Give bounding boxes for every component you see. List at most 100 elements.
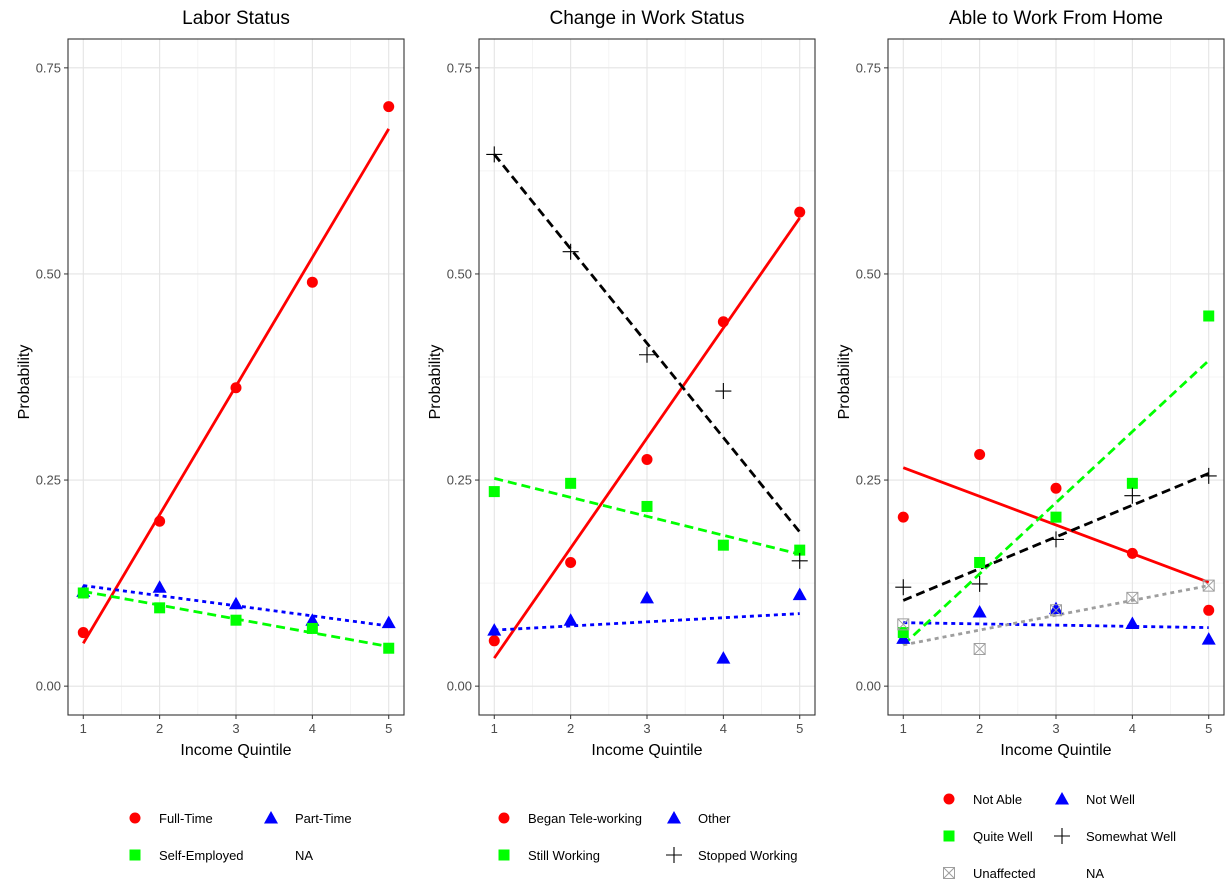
x-tick-label: 2 xyxy=(567,721,574,736)
point-not-able xyxy=(974,448,986,460)
chart-title: Change in Work Status xyxy=(549,8,744,29)
legend-item: Not Able xyxy=(943,792,1022,807)
point-self-employed xyxy=(154,602,166,614)
fit-line-unaffected xyxy=(903,584,1209,647)
point-unaffected xyxy=(1126,591,1139,604)
point-stopped-working xyxy=(715,383,732,400)
point-stopped-working xyxy=(639,346,655,363)
legend-label: NA xyxy=(295,848,313,863)
point-part-time xyxy=(229,596,243,610)
y-tick-label: 0.75 xyxy=(856,60,881,75)
point-somewhat-well xyxy=(971,575,988,592)
x-tick-label: 3 xyxy=(643,721,650,736)
point-not-well xyxy=(1125,616,1140,629)
y-tick-label: 0.50 xyxy=(36,266,61,281)
point-stopped-working xyxy=(562,243,579,260)
legend-key xyxy=(666,847,682,863)
point-began-tele-working xyxy=(794,206,806,218)
point-not-able xyxy=(1203,604,1215,616)
point-somewhat-well xyxy=(1200,467,1217,484)
legend-item: NA xyxy=(1086,866,1104,881)
x-tick-label: 4 xyxy=(720,721,727,736)
point-still-working xyxy=(717,539,729,551)
legend-label: NA xyxy=(1086,866,1104,881)
legend-key xyxy=(498,849,510,861)
point-not-well xyxy=(1049,601,1063,615)
legend-item: Full-Time xyxy=(129,811,213,826)
fit-line-stopped-working xyxy=(493,153,801,533)
point-somewhat-well xyxy=(1048,531,1064,548)
x-tick-label: 3 xyxy=(232,721,239,736)
x-tick-label: 5 xyxy=(385,721,392,736)
point-full-time xyxy=(230,382,242,394)
legend-label: Somewhat Well xyxy=(1086,829,1176,844)
grid xyxy=(68,39,404,715)
point-other xyxy=(792,587,807,601)
legend: Began Tele-working Other Still Working Stop… xyxy=(498,811,798,863)
point-other xyxy=(487,623,502,636)
point-self-employed xyxy=(383,642,395,654)
legend-item: Stopped Working xyxy=(666,847,798,863)
legend-key xyxy=(264,811,278,824)
legend-item: Not Well xyxy=(1055,792,1135,807)
panel-2: Change in Work Status 0.00 0.25 0.50 0.75 1 2 3… xyxy=(427,8,816,863)
legend-key xyxy=(1055,792,1069,805)
point-not-able xyxy=(1050,482,1062,494)
legend-item: Part-Time xyxy=(264,811,352,826)
point-other xyxy=(716,651,731,664)
y-tick-label: 0.50 xyxy=(856,266,881,281)
legend-item: Began Tele-working xyxy=(498,811,642,826)
legend-item: NA xyxy=(295,848,313,863)
chart-title: Labor Status xyxy=(182,8,290,29)
x-tick-label: 2 xyxy=(976,721,983,736)
fit-line-not-able xyxy=(902,466,1210,584)
x-tick-label: 5 xyxy=(1205,721,1212,736)
y-tick-label: 0.00 xyxy=(856,679,881,694)
point-unaffected xyxy=(897,618,910,631)
legend-key xyxy=(943,830,955,842)
y-axis-title: Probability xyxy=(427,345,444,420)
legend-item: Other xyxy=(667,811,731,826)
point-unaffected xyxy=(1050,604,1062,617)
point-stopped-working xyxy=(486,146,503,163)
point-still-working xyxy=(794,544,806,556)
legend-key xyxy=(129,812,141,824)
y-tick-label: 0.50 xyxy=(447,266,472,281)
point-not-able xyxy=(1126,547,1138,559)
chart-title: Able to Work From Home xyxy=(949,8,1163,29)
legend-key xyxy=(129,849,141,861)
x-axis-title: Income Quintile xyxy=(1000,742,1111,759)
point-part-time xyxy=(381,615,396,629)
fit-line-other xyxy=(494,612,800,632)
legend: Full-Time Part-Time Self-Employed NA xyxy=(129,811,352,863)
point-still-working xyxy=(565,477,577,489)
point-self-employed xyxy=(230,614,242,626)
point-stopped-working xyxy=(791,552,808,569)
point-quite-well xyxy=(1050,511,1062,523)
point-not-able xyxy=(897,511,909,523)
legend-label: Not Able xyxy=(973,792,1022,807)
y-tick-label: 0.00 xyxy=(447,679,472,694)
point-not-well xyxy=(1201,632,1216,645)
point-quite-well xyxy=(974,556,986,568)
point-quite-well xyxy=(1126,477,1138,489)
legend-label: Full-Time xyxy=(159,811,213,826)
y-axis-title: Probability xyxy=(16,345,33,420)
y-tick-label: 0.00 xyxy=(36,679,61,694)
point-unaffected xyxy=(973,643,986,656)
point-somewhat-well xyxy=(895,579,912,596)
legend-item: Quite Well xyxy=(943,829,1033,844)
legend-label: Unaffected xyxy=(973,866,1036,881)
legend-item: Somewhat Well xyxy=(1054,828,1176,844)
point-began-tele-working xyxy=(565,556,577,568)
x-tick-label: 1 xyxy=(900,721,907,736)
point-quite-well xyxy=(897,627,909,639)
legend-label: Quite Well xyxy=(973,829,1033,844)
legend-key xyxy=(943,793,955,805)
x-tick-label: 5 xyxy=(796,721,803,736)
fit-line-still-working xyxy=(493,477,801,556)
x-tick-label: 1 xyxy=(491,721,498,736)
point-still-working xyxy=(641,500,653,512)
y-tick-label: 0.75 xyxy=(36,60,61,75)
